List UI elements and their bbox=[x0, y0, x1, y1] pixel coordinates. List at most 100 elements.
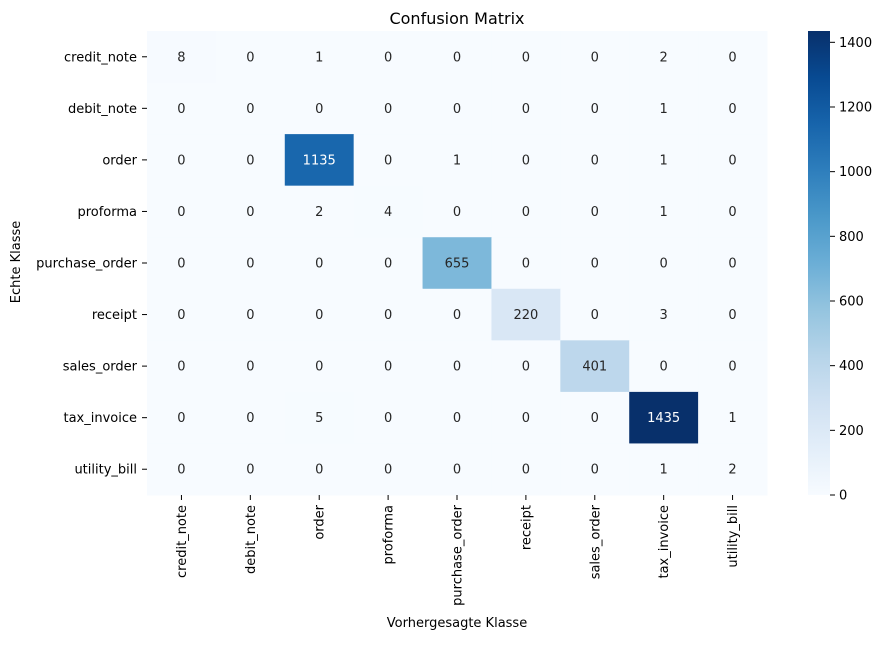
heatmap-cell bbox=[147, 391, 217, 444]
heatmap-cell bbox=[629, 237, 699, 290]
heatmap-cell bbox=[491, 443, 561, 496]
colorbar-tick-label: 200 bbox=[839, 424, 864, 439]
cell-value-label: 0 bbox=[177, 102, 185, 117]
x-tick-label: receipt bbox=[519, 505, 534, 550]
cell-value-label: 0 bbox=[591, 102, 599, 117]
cell-value-label: 0 bbox=[177, 360, 185, 375]
heatmap-cell bbox=[629, 185, 699, 238]
cell-value-label: 4 bbox=[384, 205, 392, 220]
heatmap-cell bbox=[147, 340, 217, 393]
cell-value-label: 1 bbox=[660, 153, 668, 168]
heatmap-cell bbox=[629, 31, 699, 84]
cell-value-label: 0 bbox=[728, 257, 736, 272]
cell-value-label: 1135 bbox=[303, 153, 336, 168]
cell-value-label: 5 bbox=[315, 411, 323, 426]
colorbar-gradient bbox=[808, 31, 830, 495]
heatmap-cell bbox=[629, 134, 699, 187]
colorbar-tick-label: 1000 bbox=[839, 165, 872, 180]
cell-value-label: 0 bbox=[246, 360, 254, 375]
cell-value-label: 0 bbox=[384, 102, 392, 117]
heatmap-cells: 8 0 1 0 0 0 0 2 00 0 0 0 0 0 0 1 00 0 1135 0 1 0 0 1 00 0 2 4 0 0 0 1 00… bbox=[147, 31, 768, 496]
heatmap-cell bbox=[698, 185, 768, 238]
cell-value-label: 0 bbox=[384, 463, 392, 478]
colorbar-tick-label: 400 bbox=[839, 359, 864, 374]
heatmap-cell bbox=[147, 443, 217, 496]
cell-value-label: 0 bbox=[591, 411, 599, 426]
cell-value-label: 0 bbox=[246, 257, 254, 272]
heatmap-cell bbox=[353, 237, 424, 290]
heatmap-cell bbox=[560, 82, 630, 135]
y-tick-label: utility_bill bbox=[74, 463, 137, 478]
cell-value-label: 0 bbox=[177, 257, 185, 272]
cell-value-label: 0 bbox=[384, 360, 392, 375]
heatmap-cell bbox=[353, 443, 424, 496]
heatmap-cell bbox=[422, 82, 492, 135]
heatmap-cell bbox=[284, 340, 355, 393]
heatmap-cell bbox=[284, 288, 355, 341]
cell-value-label: 0 bbox=[453, 308, 461, 323]
cell-value-label: 0 bbox=[522, 463, 530, 478]
cell-value-label: 401 bbox=[582, 360, 607, 375]
heatmap-cell bbox=[560, 443, 630, 496]
heatmap-cell bbox=[698, 237, 768, 290]
cell-value-label: 1 bbox=[660, 463, 668, 478]
heatmap-cell bbox=[422, 237, 492, 290]
cell-value-label: 1 bbox=[728, 411, 736, 426]
y-tick-label: debit_note bbox=[68, 102, 137, 117]
heatmap-cell bbox=[422, 134, 492, 187]
colorbar-tick-label: 800 bbox=[839, 230, 864, 245]
heatmap-cell bbox=[560, 237, 630, 290]
cell-value-label: 0 bbox=[315, 102, 323, 117]
cell-value-label: 0 bbox=[660, 257, 668, 272]
cell-value-label: 0 bbox=[384, 153, 392, 168]
colorbar-tick-label: 0 bbox=[839, 489, 847, 504]
cell-value-label: 0 bbox=[453, 102, 461, 117]
x-tick-label: utility_bill bbox=[726, 505, 741, 568]
heatmap-cell bbox=[353, 391, 424, 444]
cell-value-label: 0 bbox=[591, 308, 599, 323]
cell-value-label: 0 bbox=[522, 205, 530, 220]
cell-value-label: 220 bbox=[513, 308, 538, 323]
cell-value-label: 0 bbox=[522, 50, 530, 65]
cell-value-label: 0 bbox=[384, 411, 392, 426]
cell-value-label: 2 bbox=[315, 205, 323, 220]
heatmap-cell bbox=[215, 237, 286, 290]
heatmap-cell bbox=[422, 185, 492, 238]
cell-value-label: 0 bbox=[660, 360, 668, 375]
heatmap-cell bbox=[560, 185, 630, 238]
cell-value-label: 0 bbox=[177, 411, 185, 426]
cell-value-label: 0 bbox=[522, 411, 530, 426]
colorbar: 0 200 400 600 800 1000 1200 1400 bbox=[808, 31, 872, 504]
heatmap-cell bbox=[698, 340, 768, 393]
heatmap-cell bbox=[284, 237, 355, 290]
heatmap-cell bbox=[629, 288, 699, 341]
heatmap-cell bbox=[560, 134, 630, 187]
cell-value-label: 0 bbox=[384, 308, 392, 323]
heatmap-cell bbox=[629, 443, 699, 496]
y-tick-label: order bbox=[102, 153, 137, 168]
colorbar-tick-label: 1200 bbox=[839, 100, 872, 115]
heatmap-cell bbox=[215, 31, 286, 84]
heatmap-cell bbox=[284, 443, 355, 496]
cell-value-label: 0 bbox=[591, 50, 599, 65]
cell-value-label: 0 bbox=[591, 153, 599, 168]
heatmap-cell bbox=[698, 443, 768, 496]
cell-value-label: 1 bbox=[315, 50, 323, 65]
cell-value-label: 0 bbox=[246, 102, 254, 117]
heatmap-cell bbox=[491, 237, 561, 290]
cell-value-label: 0 bbox=[591, 257, 599, 272]
cell-value-label: 0 bbox=[453, 205, 461, 220]
cell-value-label: 0 bbox=[728, 102, 736, 117]
x-tick-label: credit_note bbox=[175, 505, 190, 578]
cell-value-label: 0 bbox=[728, 205, 736, 220]
heatmap-cell bbox=[491, 31, 561, 84]
chart-title: Confusion Matrix bbox=[389, 9, 524, 28]
cell-value-label: 0 bbox=[177, 153, 185, 168]
x-tick-label: purchase_order bbox=[451, 504, 466, 605]
cell-value-label: 8 bbox=[177, 50, 185, 65]
heatmap-cell bbox=[491, 134, 561, 187]
y-tick-label: receipt bbox=[92, 308, 137, 323]
heatmap-cell bbox=[491, 340, 561, 393]
cell-value-label: 1435 bbox=[647, 411, 680, 426]
